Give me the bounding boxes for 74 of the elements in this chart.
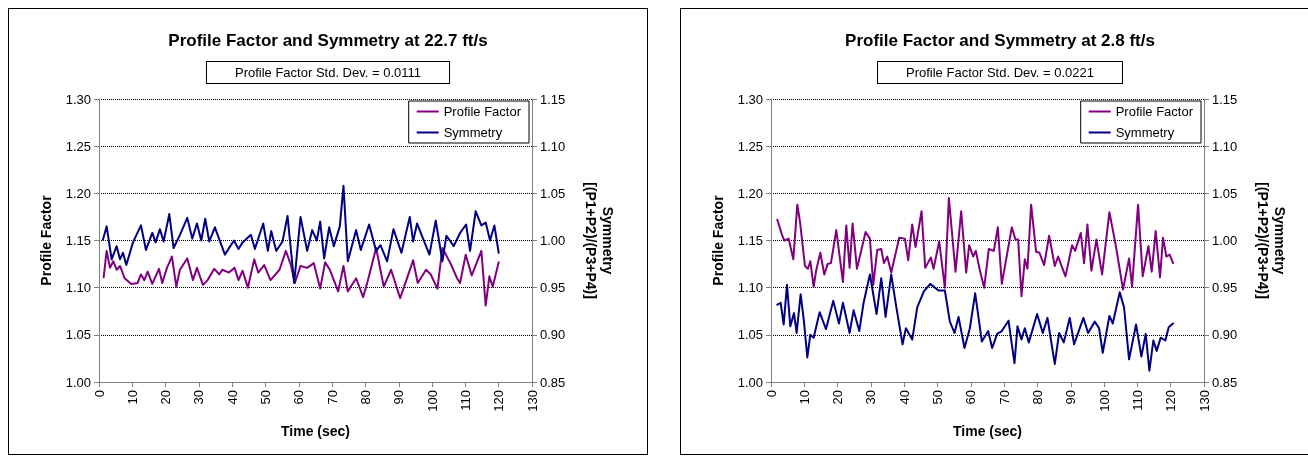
- y-tick-label: 1.10: [737, 280, 763, 296]
- x-tick-label: 30: [191, 390, 207, 405]
- y-tick-label: 1.30: [737, 91, 763, 107]
- x-tick-label: 10: [124, 390, 140, 405]
- x-tick-label: 100: [424, 390, 440, 412]
- y-tick-label: 1.05: [737, 327, 763, 343]
- legend-label: Symmetry: [1115, 125, 1175, 140]
- x-tick-label: 60: [963, 390, 979, 405]
- x-tick-label: 130: [524, 390, 540, 412]
- y2-tick-label: 0.95: [1212, 280, 1238, 296]
- x-tick-label: 20: [830, 390, 846, 405]
- line-series: [102, 247, 500, 307]
- line-series: [776, 273, 1175, 372]
- y2-tick-label: 1.05: [540, 185, 566, 201]
- y2-tick-label: 0.85: [1212, 374, 1238, 390]
- y-tick-label: 1.00: [737, 374, 763, 390]
- x-tick-label: 120: [1163, 390, 1179, 412]
- x-tick-label: 110: [1129, 390, 1145, 411]
- y-tick-label: 1.00: [65, 374, 91, 390]
- y-tick-label: 1.25: [65, 138, 91, 154]
- y2-tick-label: 0.85: [540, 374, 566, 390]
- text: Profile Factor Std. Dev. = 0.0221: [906, 65, 1094, 80]
- chart-title: Profile Factor and Symmetry at 2.8 ft/s: [845, 31, 1155, 50]
- y-tick-label: 1.25: [737, 138, 763, 154]
- y-tick-label: 1.30: [65, 91, 91, 107]
- y2-tick-label: 0.90: [1212, 327, 1238, 343]
- x-tick-label: 0: [91, 390, 107, 398]
- text: Profile Factor Std. Dev. = 0.0111: [234, 65, 422, 80]
- y-tick-label: 1.20: [737, 185, 763, 201]
- y2-axis-title: Symmetry [(P1+P2)/(P3+P4)]: [1254, 182, 1288, 299]
- legend-label: Profile Factor: [1115, 104, 1194, 119]
- y-tick-label: 1.15: [65, 233, 91, 248]
- y2-tick-label: 1.00: [1212, 233, 1238, 248]
- x-tick-label: 100: [1096, 390, 1112, 412]
- x-tick-label: 60: [291, 390, 307, 405]
- x-tick-label: 110: [457, 390, 473, 411]
- y-tick-label: 1.10: [65, 280, 91, 296]
- y2-tick-label: 1.15: [540, 91, 566, 107]
- y2-tick-label: 1.00: [540, 233, 566, 248]
- x-tick-label: 20: [158, 390, 174, 405]
- x-tick-label: 80: [357, 390, 373, 405]
- line-series: [102, 184, 500, 284]
- y-tick-label: 1.20: [65, 185, 91, 201]
- y-tick-label: 1.05: [65, 327, 91, 343]
- y-tick-label: 1.15: [737, 233, 763, 248]
- x-tick-label: 70: [996, 390, 1012, 405]
- x-tick-label: 80: [1029, 390, 1045, 405]
- y2-axis-title: Symmetry [(P1+P2)/(P3+P4)]: [582, 182, 616, 299]
- y2-tick-label: 1.15: [1212, 91, 1238, 107]
- legend-label: Symmetry: [443, 125, 503, 140]
- y2-tick-label: 1.05: [1212, 185, 1238, 201]
- x-tick-label: 50: [258, 390, 274, 405]
- x-tick-label: 90: [391, 390, 407, 405]
- y2-tick-label: 0.95: [540, 280, 566, 296]
- x-tick-label: 130: [1196, 390, 1212, 412]
- x-tick-label: 90: [1063, 390, 1079, 405]
- x-axis-title: Time (sec): [281, 422, 350, 439]
- x-tick-label: 50: [930, 390, 946, 405]
- x-tick-label: 10: [796, 390, 812, 405]
- line-series: [776, 197, 1175, 298]
- x-tick-label: 40: [224, 390, 240, 405]
- y-axis-title: Profile Factor: [37, 194, 54, 286]
- y2-tick-label: 0.90: [540, 327, 566, 343]
- x-tick-label: 120: [491, 390, 507, 412]
- y2-tick-label: 1.10: [1212, 138, 1238, 154]
- legend-label: Profile Factor: [443, 104, 522, 119]
- x-tick-label: 40: [896, 390, 912, 405]
- x-tick-label: 30: [863, 390, 879, 405]
- y-axis-title: Profile Factor: [709, 194, 726, 286]
- x-axis-title: Time (sec): [953, 422, 1022, 439]
- y2-tick-label: 1.10: [540, 138, 566, 154]
- x-tick-label: 70: [324, 390, 340, 405]
- chart-title: Profile Factor and Symmetry at 22.7 ft/s: [168, 31, 488, 50]
- x-tick-label: 0: [763, 390, 779, 398]
